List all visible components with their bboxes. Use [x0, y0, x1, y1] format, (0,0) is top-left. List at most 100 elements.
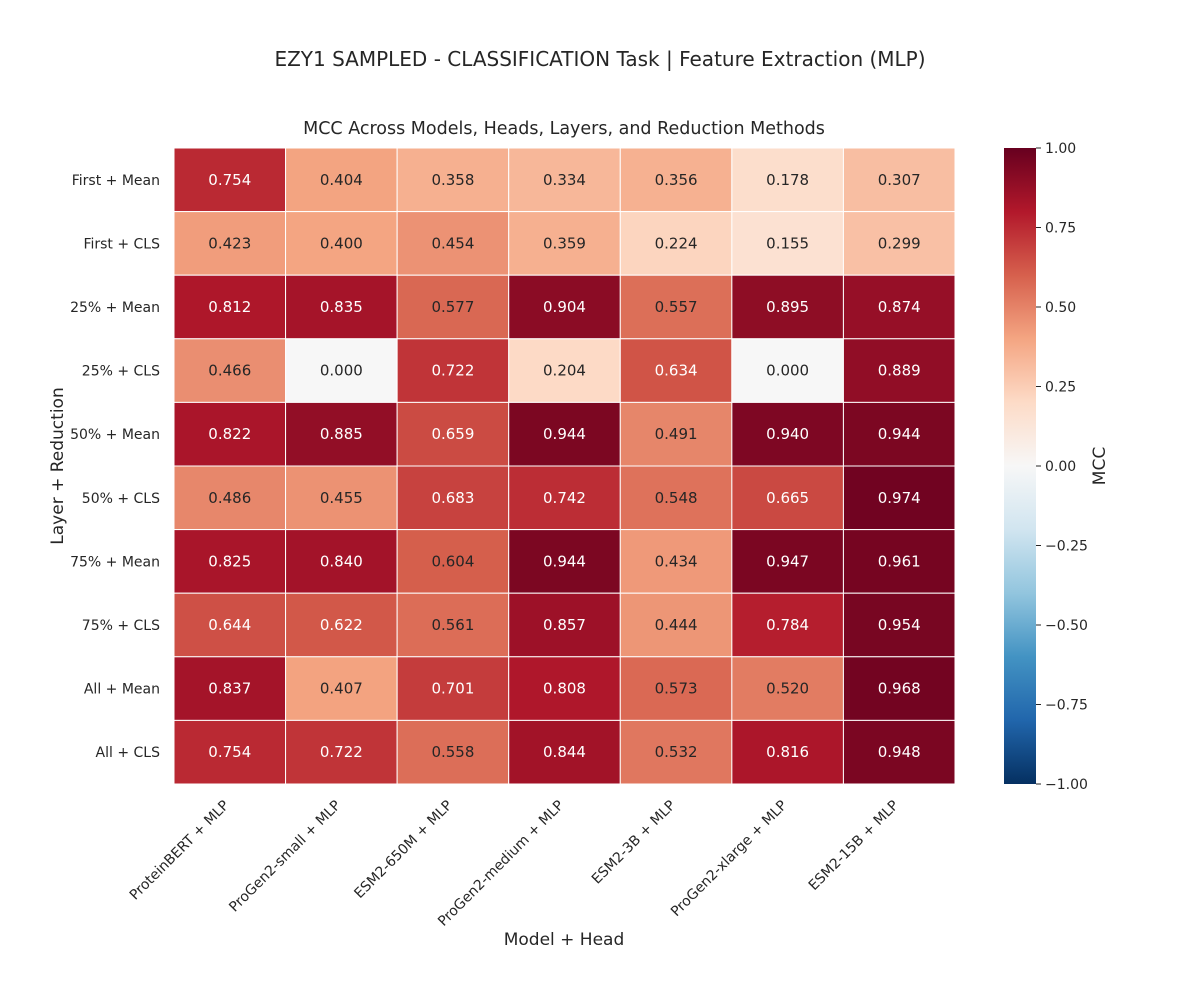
cell-value-label: 0.577 [431, 298, 474, 316]
cell-value-label: 0.204 [543, 362, 586, 380]
heatmap-cell [396, 274, 510, 340]
cell-value-label: 0.722 [320, 743, 363, 761]
cell-value-label: 0.561 [431, 616, 474, 634]
heatmap-cell [619, 211, 733, 276]
colorbar-tick-label: 0.50 [1045, 300, 1076, 316]
cell-value-label: 0.532 [655, 743, 698, 761]
cell-value-label: 0.857 [543, 616, 586, 634]
colorbar-tick-label: 0.75 [1045, 221, 1076, 237]
cell-value-label: 0.904 [543, 298, 586, 316]
heatmap-cell [619, 147, 733, 213]
cell-value-label: 0.665 [766, 489, 809, 507]
heatmap-cell [508, 529, 621, 594]
heatmap-cell [285, 592, 398, 658]
cell-value-label: 0.520 [766, 680, 809, 698]
x-tick-label: ProGen2-medium + MLP [435, 798, 567, 930]
x-tick-label: ProGen2-xlarge + MLP [668, 798, 790, 920]
y-tick-label: 25% + CLS [82, 364, 160, 380]
x-axis-label: Model + Head [504, 930, 625, 950]
colorbar-tick-label: 0.25 [1045, 380, 1076, 396]
heatmap-cell [173, 338, 287, 403]
colorbar-tick-label: −1.00 [1045, 777, 1088, 793]
cell-value-label: 0.948 [878, 743, 921, 761]
cell-value-label: 0.359 [543, 234, 586, 252]
heatmap-cell [285, 147, 398, 213]
heatmap-cell [842, 529, 956, 594]
heatmap-cell [508, 465, 621, 531]
cell-value-label: 0.754 [208, 171, 251, 189]
cell-value-label: 0.155 [766, 234, 809, 252]
cell-value-label: 0.454 [431, 234, 474, 252]
cell-value-label: 0.816 [766, 743, 809, 761]
cell-value-label: 0.784 [766, 616, 809, 634]
cell-value-label: 0.634 [655, 362, 698, 380]
cell-value-label: 0.356 [655, 171, 698, 189]
heatmap-cell [731, 338, 844, 403]
y-tick-label: First + Mean [72, 173, 160, 189]
cell-value-label: 0.837 [208, 680, 251, 698]
x-tick-label: ProGen2-small + MLP [226, 798, 344, 916]
heatmap-cell [396, 656, 510, 721]
cell-value-label: 0.808 [543, 680, 586, 698]
colorbar-tick-label: −0.75 [1045, 698, 1088, 714]
cell-value-label: 0.895 [766, 298, 809, 316]
cell-value-label: 0.358 [431, 171, 474, 189]
cell-value-label: 0.622 [320, 616, 363, 634]
y-tick-label: 75% + CLS [82, 618, 160, 634]
heatmap-cell [731, 592, 844, 658]
heatmap-cell [508, 592, 621, 658]
cell-value-label: 0.754 [208, 743, 251, 761]
cell-value-label: 0.944 [543, 425, 586, 443]
heatmap-cell-labels: 0.754 0.404 0.358 0.334 0.356 0.178 0.307 0.423… [208, 171, 920, 761]
x-tick-label: ESM2-650M + MLP [351, 798, 455, 902]
heatmap-cell [396, 401, 510, 467]
cell-value-label: 0.604 [431, 552, 474, 570]
cell-value-label: 0.334 [543, 171, 586, 189]
heatmap-cell [285, 338, 398, 403]
cell-value-label: 0.299 [878, 234, 921, 252]
cell-value-label: 0.889 [878, 362, 921, 380]
heatmap-cell [173, 211, 287, 276]
heatmap-cell [619, 656, 733, 721]
cell-value-label: 0.000 [320, 362, 363, 380]
heatmap-cell [396, 719, 510, 785]
cell-value-label: 0.947 [766, 552, 809, 570]
cell-value-label: 0.835 [320, 298, 363, 316]
cell-value-label: 0.822 [208, 425, 251, 443]
cell-value-label: 0.812 [208, 298, 251, 316]
colorbar-tick-label: −0.50 [1045, 618, 1088, 634]
cell-value-label: 0.178 [766, 171, 809, 189]
cell-value-label: 0.000 [766, 362, 809, 380]
colorbar [1004, 148, 1036, 784]
cell-value-label: 0.722 [431, 362, 474, 380]
chart-title: MCC Across Models, Heads, Layers, and Re… [303, 119, 825, 139]
cell-value-label: 0.974 [878, 489, 921, 507]
cell-value-label: 0.491 [655, 425, 698, 443]
colorbar-tick-label: −0.25 [1045, 539, 1088, 555]
heatmap-cell [731, 147, 844, 213]
cell-value-label: 0.874 [878, 298, 921, 316]
heatmap-cell [619, 592, 733, 658]
heatmap-cell [508, 338, 621, 403]
heatmap-cell [731, 719, 844, 785]
heatmap-cell [619, 719, 733, 785]
heatmap-cell [173, 592, 287, 658]
cell-value-label: 0.742 [543, 489, 586, 507]
figure-suptitle: EZY1 SAMPLED - CLASSIFICATION Task | Fea… [274, 47, 925, 71]
cell-value-label: 0.701 [431, 680, 474, 698]
heatmap-cell [731, 211, 844, 276]
y-tick-label: 25% + Mean [70, 300, 160, 316]
colorbar-ticks: 1.00 0.75 0.50 0.25 0.00 −0.25 −0.50 −0.75 −1.00 [1036, 141, 1088, 793]
heatmap-cell [619, 274, 733, 340]
heatmap-cell [396, 529, 510, 594]
y-tick-labels: First + Mean First + CLS 25% + Mean 25% + C… [70, 173, 160, 761]
y-tick-label: All + Mean [84, 682, 160, 698]
colorbar-label: MCC [1090, 447, 1110, 485]
cell-value-label: 0.486 [208, 489, 251, 507]
y-tick-label: All + CLS [96, 745, 161, 761]
cell-value-label: 0.558 [431, 743, 474, 761]
heatmap-cell [842, 211, 956, 276]
cell-value-label: 0.885 [320, 425, 363, 443]
